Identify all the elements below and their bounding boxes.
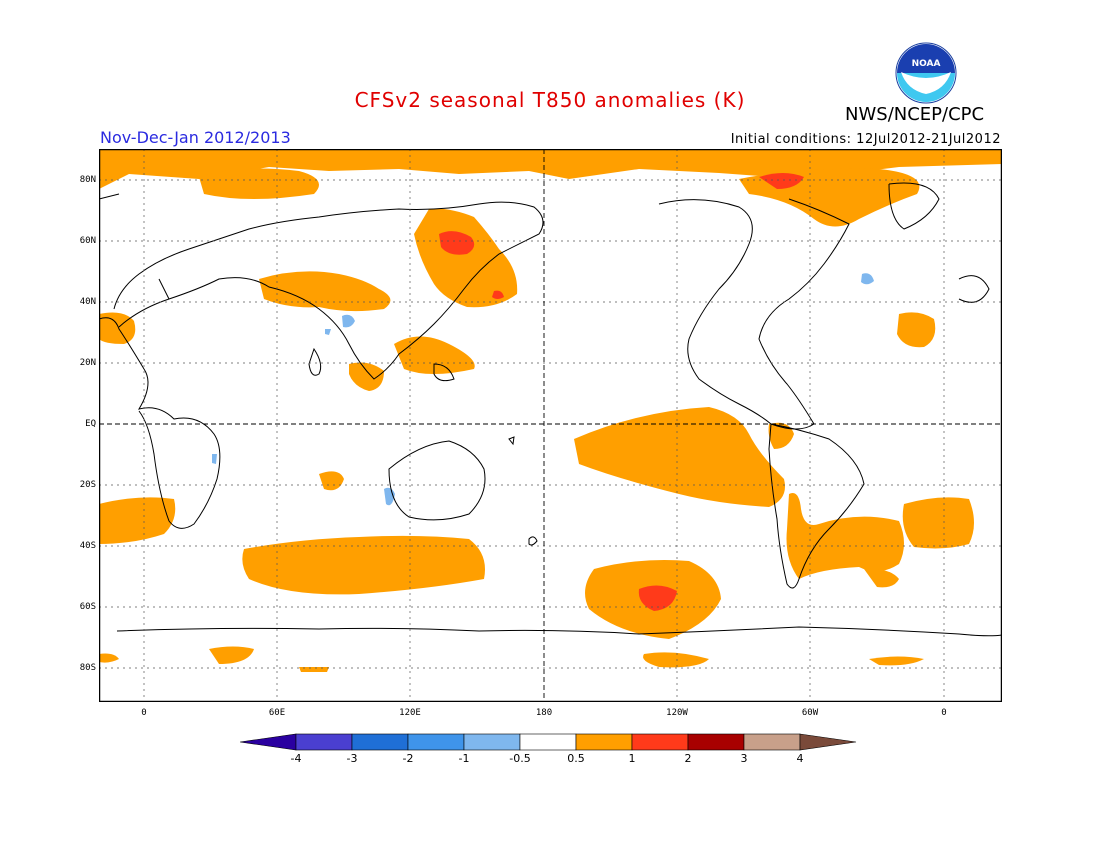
lat-label: 60N — [79, 236, 96, 246]
strong-warm-anomaly-regions — [439, 173, 804, 611]
colorbar-label: -2 — [402, 752, 414, 765]
lat-label: 40S — [79, 541, 96, 551]
colorbar-cell — [631, 733, 689, 751]
lat-label: 80N — [79, 175, 96, 185]
lat-label: EQ — [85, 419, 96, 429]
colorbar-cell — [519, 733, 577, 751]
colorbar-cell — [743, 733, 801, 751]
colorbar-cell — [407, 733, 465, 751]
colorbar-label: 1 — [628, 752, 636, 765]
colorbar-label: 2 — [684, 752, 692, 765]
lon-label: 60W — [801, 708, 819, 718]
lat-label: 60S — [79, 602, 96, 612]
lon-label: 0 — [941, 708, 947, 718]
lon-label: 180 — [535, 708, 553, 718]
colorbar-cell — [463, 733, 521, 751]
colorbar-label: -1 — [458, 752, 470, 765]
warm-anomaly-regions — [99, 149, 1002, 672]
lon-label: 0 — [141, 708, 147, 718]
colorbar-cell — [799, 733, 857, 751]
map-title: CFSv2 seasonal T850 anomalies (K) — [354, 88, 746, 112]
agency-label: NWS/NCEP/CPC — [845, 104, 985, 125]
lat-label: 20S — [79, 480, 96, 490]
colorbar-cell — [575, 733, 633, 751]
world-map — [99, 149, 1002, 702]
colorbar-label: -3 — [346, 752, 358, 765]
map-frame — [99, 149, 1002, 702]
reference-lines — [99, 149, 1002, 702]
colorbar-label: 3 — [740, 752, 748, 765]
lon-label: 60E — [268, 708, 286, 718]
colorbar-label: 0.5 — [567, 752, 585, 765]
noaa-logo-icon: NOAA — [895, 42, 957, 104]
colorbar-label: 4 — [796, 752, 804, 765]
colorbar-cell — [687, 733, 745, 751]
period-label: Nov-Dec-Jan 2012/2013 — [100, 128, 291, 147]
lat-label: 40N — [79, 297, 96, 307]
colorbar — [240, 733, 857, 751]
initial-conditions-label: Initial conditions: 12Jul2012-21Jul2012 — [730, 132, 1001, 147]
colorbar-cell — [295, 733, 353, 751]
lon-label: 120E — [399, 708, 421, 718]
logo-text: NOAA — [912, 59, 941, 69]
lat-label: 80S — [79, 663, 96, 673]
lat-label: 20N — [79, 358, 96, 368]
colorbar-cell — [240, 733, 297, 751]
colorbar-cell — [351, 733, 409, 751]
coastlines — [99, 182, 1002, 637]
graticule — [99, 149, 1002, 702]
lon-label: 120W — [666, 708, 688, 718]
cool-anomaly-regions — [212, 273, 874, 506]
colorbar-label: -0.5 — [509, 752, 531, 765]
colorbar-label: -4 — [290, 752, 302, 765]
